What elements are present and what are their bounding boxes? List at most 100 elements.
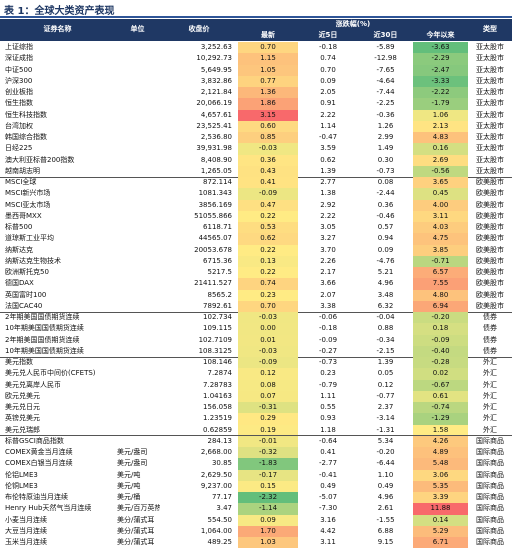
cell: -0.34 <box>376 335 395 344</box>
cell: 国际商品 <box>476 470 504 479</box>
cell: 77.17 <box>211 493 232 501</box>
cell: MSCI新兴市场 <box>5 189 51 198</box>
cell: 大豆当月连续 <box>5 526 47 535</box>
cell: 0.85 <box>238 132 298 144</box>
cell: 108.146 <box>203 358 232 366</box>
cell: 国际商品 <box>476 436 504 445</box>
cell: 美元兑日元 <box>5 403 40 411</box>
cell: 10年期美国国债期货连续 <box>5 346 84 355</box>
cell: 2.61 <box>377 504 394 513</box>
cell: -1.83 <box>238 458 298 470</box>
cell: 欧美股市 <box>476 245 504 254</box>
cell: 美元/盎司 <box>117 448 148 456</box>
cell: 284.13 <box>207 436 233 445</box>
cell: 3.16 <box>320 515 336 524</box>
cell: -0.64 <box>318 436 338 445</box>
cell: 欧美股市 <box>476 290 504 299</box>
cell: 21411.527 <box>194 279 232 288</box>
cell: 0.43 <box>238 165 298 177</box>
cell: 美元指数 <box>5 358 33 366</box>
cell: 欧美股市 <box>476 234 504 243</box>
cell: 欧洲斯托克50 <box>5 268 49 276</box>
cell: -0.03 <box>238 345 298 357</box>
cell: 伦铝LME3 <box>5 470 38 479</box>
cell: 0.36 <box>377 200 394 209</box>
cell: 7892.61 <box>203 301 232 310</box>
cell: 纳斯达克生物技术 <box>5 256 61 265</box>
cell: 2.22 <box>320 110 336 119</box>
cell: 亚太股市 <box>476 65 504 74</box>
cell: 0.14 <box>413 514 468 526</box>
cell: 5.29 <box>413 525 468 537</box>
cell: 6118.71 <box>203 223 232 231</box>
cell: 108.3125 <box>198 346 232 355</box>
cell: 0.70 <box>238 42 298 54</box>
cell: 0.61 <box>413 390 468 402</box>
cell: 亚太股市 <box>476 121 504 130</box>
cell: 欧美股市 <box>476 256 504 265</box>
cell: 0.93 <box>320 414 336 423</box>
cell: 4.96 <box>377 493 394 501</box>
cell: 0.49 <box>320 481 336 490</box>
cell: 欧美股市 <box>476 268 504 276</box>
column-header: 类型 <box>483 25 497 33</box>
cell: 外汇 <box>483 380 497 389</box>
cell: 国际商品 <box>476 504 504 513</box>
cell: -0.41 <box>318 470 338 479</box>
cell: 156.058 <box>203 403 232 411</box>
cell: 7.28783 <box>203 380 232 389</box>
cell: -0.18 <box>318 324 338 333</box>
cell: 489.25 <box>207 538 233 546</box>
cell: 6715.36 <box>203 256 232 265</box>
cell: 0.49 <box>377 481 394 490</box>
cell: 0.41 <box>238 177 298 189</box>
cell: 0.22 <box>238 210 298 222</box>
cell: 6.57 <box>413 267 468 279</box>
cell: 2.37 <box>377 403 394 411</box>
cell: 1.70 <box>238 525 298 537</box>
column-header: 近30日 <box>373 31 398 39</box>
cell: 欧美股市 <box>476 200 504 209</box>
cell: 1.39 <box>377 358 394 366</box>
cell: 3.85 <box>413 244 468 256</box>
cell: -0.73 <box>376 166 395 175</box>
cell: 美元/盎司 <box>117 459 148 468</box>
cell: 5.48 <box>413 458 468 470</box>
cell: 5217.5 <box>207 268 233 276</box>
cell: 2.17 <box>320 268 336 276</box>
cell: 0.19 <box>238 424 298 436</box>
cell: -7.44 <box>376 88 395 96</box>
title-rule <box>0 16 512 18</box>
cell: 3.65 <box>413 177 468 189</box>
cell: 2,629.50 <box>200 470 232 479</box>
cell: 欧元兑美元 <box>5 391 40 400</box>
cell: 1.10 <box>377 470 394 479</box>
cell: 0.16 <box>413 143 468 155</box>
cell: -0.28 <box>413 357 468 369</box>
cell: 1.36 <box>238 87 298 99</box>
cell: 9,237.00 <box>200 481 232 490</box>
cell: 1,265.05 <box>200 166 232 175</box>
cell: 亚太股市 <box>476 166 504 175</box>
cell: -2.29 <box>413 53 468 65</box>
cell: 3.05 <box>320 223 336 231</box>
cell: 美元/桶 <box>117 493 141 501</box>
cell: 美元/百万英热单位 <box>117 504 160 513</box>
cell: COMEX白银当月连续 <box>5 459 73 468</box>
cell: -2.77 <box>318 459 338 468</box>
cell: 玉米当月连续 <box>5 538 47 546</box>
cell: 6.71 <box>413 537 468 549</box>
cell: MSCI全球 <box>5 178 37 186</box>
cell: 1.15 <box>238 53 298 65</box>
cell: 美元兑人民币中间价(CFETS) <box>5 369 96 378</box>
cell: 3.59 <box>320 144 336 153</box>
cell: -0.27 <box>318 346 338 355</box>
cell: 0.09 <box>320 76 336 85</box>
cell: -1.29 <box>413 413 468 425</box>
cell: 0.45 <box>413 188 468 200</box>
cell: 欧美股市 <box>476 279 504 288</box>
cell: 澳大利亚标普200指数 <box>5 155 75 164</box>
cell: COMEX黄金当月连续 <box>5 448 73 456</box>
column-header: 今年以来 <box>426 31 455 39</box>
